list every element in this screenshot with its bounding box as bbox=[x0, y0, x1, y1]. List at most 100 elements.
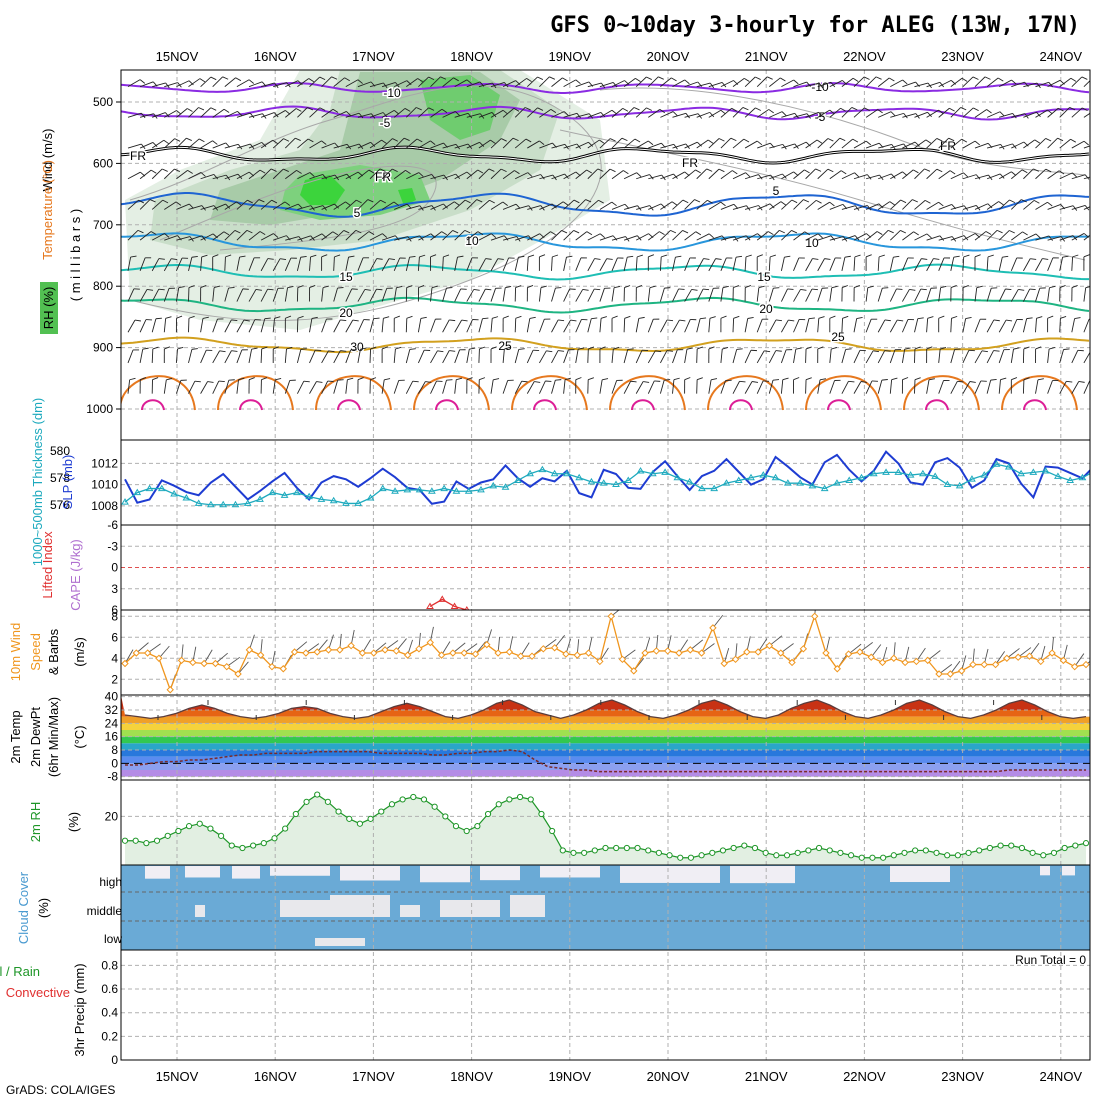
wind-barb bbox=[1022, 288, 1031, 302]
wind-barb-flag bbox=[501, 138, 507, 142]
wind-barb-flag bbox=[518, 255, 525, 258]
wind-barb bbox=[926, 288, 932, 302]
wind-barb-flag bbox=[856, 317, 863, 319]
wind-barb bbox=[865, 76, 877, 87]
wind-barb bbox=[164, 82, 178, 88]
wind-barb-flag bbox=[174, 168, 181, 172]
wind-barb bbox=[260, 318, 266, 333]
wind-barb bbox=[974, 287, 978, 302]
wind-barb bbox=[708, 109, 722, 118]
wind-barb-flag bbox=[504, 346, 511, 350]
wind-barb bbox=[599, 201, 613, 210]
wind-barb-flag bbox=[370, 346, 377, 350]
wind-barb-flag bbox=[588, 141, 594, 147]
rh-point bbox=[709, 849, 716, 856]
wind-barb bbox=[853, 233, 867, 241]
wind-barb-flag bbox=[697, 346, 703, 350]
wind-barb-flag bbox=[528, 254, 535, 258]
wind-speed-point bbox=[177, 656, 186, 665]
temperature-band bbox=[121, 770, 1090, 777]
wind-barb bbox=[986, 319, 995, 333]
wind-barb-flag bbox=[176, 315, 183, 319]
temperature-contour-30 bbox=[315, 375, 392, 411]
wind-barb bbox=[901, 319, 909, 333]
wind-barb bbox=[490, 318, 493, 333]
wind-barb bbox=[260, 139, 273, 149]
wind-barb-flag bbox=[924, 199, 931, 204]
wind-barb bbox=[442, 230, 453, 241]
wind-barb bbox=[212, 287, 215, 302]
wind-barb-flag bbox=[819, 378, 827, 381]
wind-speed-point bbox=[155, 654, 163, 662]
wind-10m-barb bbox=[610, 610, 620, 617]
wind-speed-point bbox=[630, 667, 638, 675]
wind-barb-flag bbox=[646, 107, 653, 111]
cape-ylabel-li: Lifted Index bbox=[40, 531, 55, 599]
wind-barb-flag bbox=[613, 285, 621, 289]
wind-barb bbox=[611, 170, 624, 180]
wind-barb bbox=[139, 289, 148, 302]
wind-barb bbox=[575, 289, 584, 302]
wind-barb-flag bbox=[1034, 139, 1041, 144]
wind-barb bbox=[926, 235, 941, 241]
wind-10m-barb bbox=[1029, 643, 1040, 657]
wind-barb bbox=[1083, 380, 1090, 394]
wind-barb-flag bbox=[446, 287, 453, 289]
wind-barb bbox=[720, 380, 727, 394]
wind-barb-flag bbox=[334, 254, 341, 258]
wind-barb bbox=[926, 258, 934, 272]
wind-barb bbox=[526, 256, 529, 271]
wind-barb-flag bbox=[896, 288, 903, 290]
wind-barb bbox=[285, 80, 299, 88]
wind-barb-flag bbox=[343, 230, 350, 234]
wind-barb-flag bbox=[950, 285, 957, 288]
wind-barb-flag bbox=[999, 173, 1005, 179]
wind-barb bbox=[781, 79, 794, 88]
wind-barb bbox=[889, 288, 897, 302]
wind-barb bbox=[321, 142, 335, 149]
wind-barb bbox=[563, 288, 571, 302]
wind-barb-flag bbox=[376, 258, 383, 260]
wind-barb bbox=[1083, 206, 1090, 210]
wind-barb bbox=[309, 233, 323, 241]
wind-barb-flag bbox=[573, 230, 580, 234]
wind-barb-flag bbox=[381, 139, 387, 144]
wind-barb bbox=[248, 289, 257, 302]
wind-speed-point bbox=[924, 656, 932, 665]
wind-barb bbox=[587, 111, 602, 118]
wind-barb-flag bbox=[479, 377, 486, 381]
wind-speed-point bbox=[573, 651, 581, 659]
thickness-point bbox=[427, 487, 436, 494]
wind-barb bbox=[188, 172, 202, 180]
wind-barb bbox=[780, 257, 785, 271]
wind-barb bbox=[696, 111, 710, 118]
wind-barb bbox=[284, 257, 292, 272]
wind-barb bbox=[781, 171, 794, 180]
thickness-point bbox=[231, 500, 240, 508]
wind-barb-flag bbox=[485, 288, 492, 291]
wind-speed-point bbox=[449, 649, 457, 657]
wind-barb-flag bbox=[259, 169, 266, 174]
wind-barb bbox=[623, 172, 637, 180]
thickness-point bbox=[771, 473, 780, 481]
wind-barb bbox=[756, 76, 768, 87]
slp-ylabel-thk: 1000~500mb Thickness (dm) bbox=[30, 398, 45, 567]
temperature-contour-30 bbox=[1001, 375, 1078, 411]
wind-barb bbox=[309, 318, 313, 333]
wind-barb-flag bbox=[636, 285, 643, 288]
wind-barb-flag bbox=[709, 316, 716, 319]
wind-barb bbox=[151, 318, 157, 333]
wind-barb-flag bbox=[682, 230, 689, 234]
wind-barb bbox=[357, 141, 371, 149]
thickness-point bbox=[170, 489, 178, 497]
wind-barb-flag bbox=[1070, 77, 1077, 82]
wind-barb-flag bbox=[902, 377, 909, 381]
thickness-point bbox=[342, 499, 350, 506]
wind-barb-flag bbox=[793, 79, 799, 85]
wind-barb bbox=[442, 287, 447, 302]
wind-barb bbox=[309, 256, 312, 271]
temperature-tick-label: -8 bbox=[107, 770, 118, 784]
wind-barb-flag bbox=[272, 139, 278, 144]
wind-barb bbox=[151, 348, 154, 363]
wind-barb-flag bbox=[643, 381, 650, 383]
